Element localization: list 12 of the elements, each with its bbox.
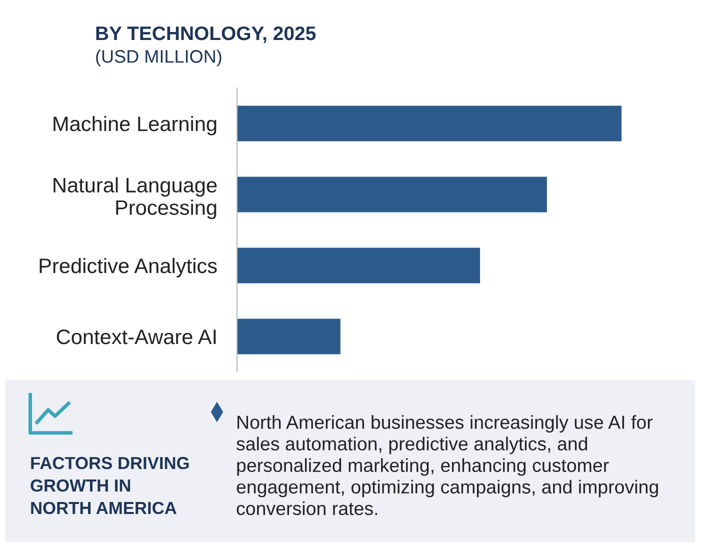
bar [237, 318, 340, 354]
chart-subtitle: (USD MILLION) [96, 50, 222, 66]
bar [237, 248, 480, 284]
text: FACTORS DRIVING GROWTH IN NORTH AMERICA [30, 456, 189, 514]
bar [237, 106, 622, 142]
bar [237, 176, 547, 212]
y-tick-label: Natural Language Processing [54, 177, 217, 220]
chart-title: BY TECHNOLOGY, 2025 [96, 26, 316, 44]
text: North American businesses increasingly use AI for sales automation, predictive analytics, and personalized marketing, enhancing customer engagement, optimizing campaigns, and improving conversion rates. [236, 415, 658, 516]
y-tick-label: Predictive Analytics [40, 258, 217, 278]
y-tick-label: Machine Learning [54, 116, 216, 136]
y-tick-label: Context-Aware AI [56, 330, 216, 344]
